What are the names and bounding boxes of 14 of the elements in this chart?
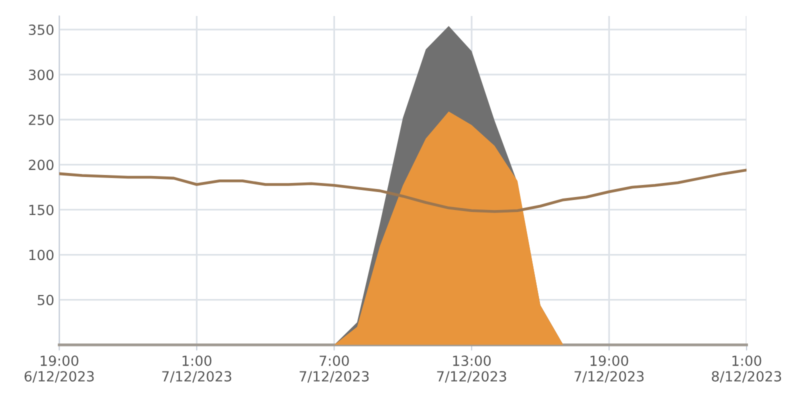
y-tick-label: 300 — [28, 70, 54, 80]
x-tick-label: 19:00 7/12/2023 — [574, 356, 644, 383]
y-tick-label: 50 — [38, 294, 54, 306]
y-tick-label: 100 — [29, 250, 54, 260]
y-tick-label: 200 — [28, 160, 54, 170]
y-tick-label: 150 — [29, 204, 54, 216]
line-series — [59, 168, 747, 213]
x-tick-label: 7:00 7/12/2023 — [300, 356, 369, 383]
y-tick-label: 350 — [28, 24, 54, 36]
x-tick-label: 19:00 6/12/2023 — [24, 356, 94, 383]
x-tick-label: 1:00 8/12/2023 — [712, 356, 782, 383]
y-tick-label: 250 — [28, 114, 54, 126]
x-tick-label: 13:00 7/12/2023 — [437, 356, 506, 383]
x-tick-label: 1:00 7/12/2023 — [162, 356, 232, 383]
